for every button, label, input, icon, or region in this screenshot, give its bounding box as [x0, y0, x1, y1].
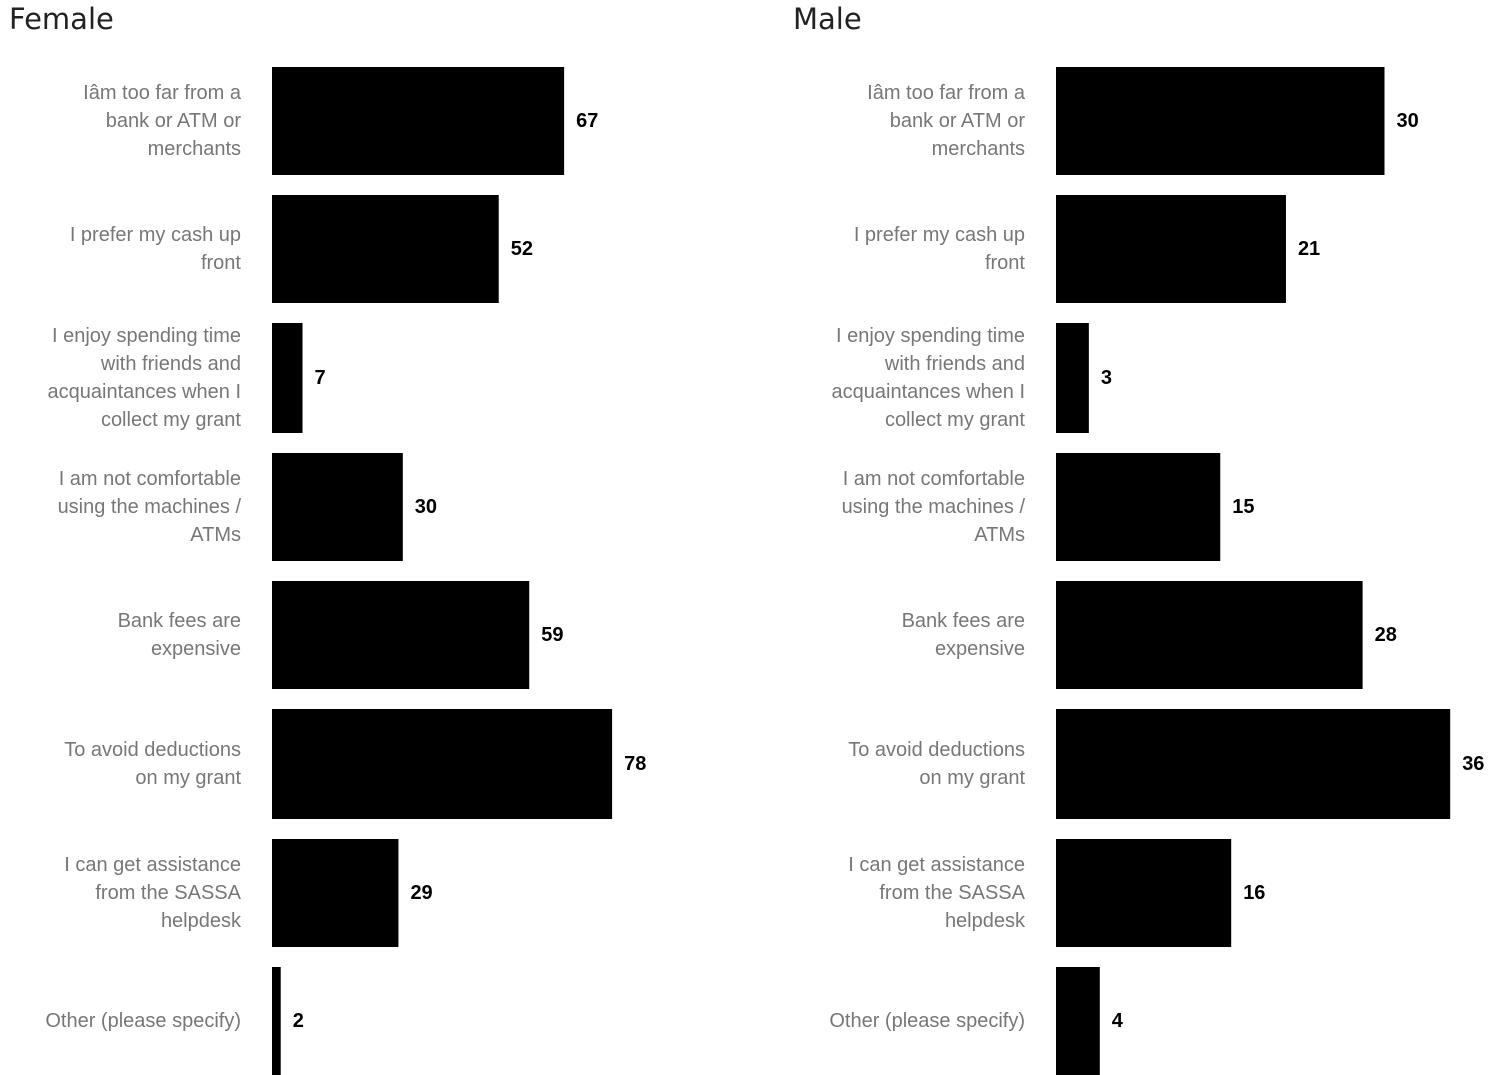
category-label: I prefer my cash up front	[854, 224, 1026, 274]
category-label: Bank fees are expensive	[118, 610, 241, 660]
category-label-line: acquaintances when I	[832, 381, 1025, 403]
category-label-line: Bank fees are	[902, 610, 1025, 632]
bar	[272, 839, 399, 947]
category-label: Iâm too far from a bank or ATM or merchant…	[83, 82, 242, 160]
category-label: I am not comfortable using the machines /…	[842, 468, 1026, 546]
female-bar-chart: 67 Iâm too far from a bank or ATM or mercha…	[45, 67, 646, 1075]
value-label: 16	[1243, 882, 1265, 904]
category-label-line: merchants	[932, 138, 1025, 160]
bar	[272, 709, 613, 819]
category-label-line: I can get assistance	[64, 854, 241, 876]
bar	[1056, 581, 1363, 689]
category-label-line: front	[201, 252, 241, 274]
bar	[272, 967, 281, 1075]
category-label-line: Iâm too far from a	[867, 82, 1026, 104]
category-label-line: on my grant	[135, 767, 241, 789]
category-label: To avoid deductions on my grant	[64, 739, 241, 789]
category-label-line: ATMs	[974, 524, 1025, 546]
category-label: I am not comfortable using the machines /…	[58, 468, 242, 546]
category-label-line: I can get assistance	[848, 854, 1025, 876]
value-label: 30	[415, 496, 437, 518]
category-label: I can get assistance from the SASSA helpde…	[848, 854, 1026, 932]
category-label-line: collect my grant	[885, 409, 1025, 431]
category-label: Iâm too far from a bank or ATM or merchant…	[867, 82, 1026, 160]
category-label-line: I prefer my cash up	[854, 224, 1025, 246]
category-label-line: bank or ATM or	[890, 110, 1026, 132]
male-bar-chart: 30 Iâm too far from a bank or ATM or mercha…	[829, 67, 1484, 1075]
value-label: 78	[624, 753, 646, 775]
bar	[1056, 67, 1385, 175]
category-label: Bank fees are expensive	[902, 610, 1025, 660]
category-label-line: helpdesk	[945, 910, 1026, 932]
value-label: 36	[1462, 753, 1484, 775]
category-label-line: Bank fees are	[118, 610, 241, 632]
category-label-line: with friends and	[100, 353, 241, 375]
category-label-line: To avoid deductions	[64, 739, 241, 761]
category-label-line: merchants	[148, 138, 241, 160]
category-label: To avoid deductions on my grant	[848, 739, 1025, 789]
value-label: 4	[1112, 1010, 1124, 1032]
category-label-line: collect my grant	[101, 409, 241, 431]
category-label-line: I enjoy spending time	[52, 325, 241, 347]
category-label: I enjoy spending time with friends and acq…	[48, 325, 242, 431]
category-label: I prefer my cash up front	[70, 224, 242, 274]
bar	[1056, 453, 1221, 561]
bar	[1056, 967, 1100, 1075]
bar	[1056, 323, 1089, 433]
bar	[272, 453, 403, 561]
category-label-line: using the machines /	[842, 496, 1026, 518]
category-label-line: Other (please specify)	[829, 1010, 1025, 1032]
category-label: I can get assistance from the SASSA helpde…	[64, 854, 242, 932]
value-label: 15	[1232, 496, 1254, 518]
value-label: 59	[541, 624, 563, 646]
category-label-line: helpdesk	[161, 910, 242, 932]
bar	[272, 323, 303, 433]
category-label-line: from the SASSA	[879, 882, 1025, 904]
category-label-line: I prefer my cash up	[70, 224, 241, 246]
value-label: 52	[511, 238, 533, 260]
category-label-line: Other (please specify)	[45, 1010, 241, 1032]
category-label-line: front	[985, 252, 1025, 274]
category-label-line: bank or ATM or	[106, 110, 242, 132]
category-label-line: I am not comfortable	[59, 468, 241, 490]
category-label-line: with friends and	[884, 353, 1025, 375]
category-label-line: expensive	[151, 638, 241, 660]
chart-title: Female	[9, 2, 114, 36]
bar	[1056, 195, 1286, 303]
chart-title: Male	[793, 2, 862, 36]
bar	[272, 195, 499, 303]
category-label: I enjoy spending time with friends and acq…	[832, 325, 1026, 431]
category-label-line: on my grant	[919, 767, 1025, 789]
category-label-line: from the SASSA	[95, 882, 241, 904]
category-label: Other (please specify)	[829, 1010, 1025, 1032]
value-label: 28	[1375, 624, 1397, 646]
value-label: 29	[410, 882, 432, 904]
category-label: Other (please specify)	[45, 1010, 241, 1032]
bar	[1056, 839, 1232, 947]
category-label-line: ATMs	[190, 524, 241, 546]
male-chart-panel: Male 30 Iâm too far from a bank or ATM or m…	[784, 0, 1505, 1075]
category-label-line: To avoid deductions	[848, 739, 1025, 761]
value-label: 7	[315, 367, 326, 389]
category-label-line: using the machines /	[58, 496, 242, 518]
category-label-line: I enjoy spending time	[836, 325, 1025, 347]
value-label: 3	[1101, 367, 1112, 389]
bar	[272, 581, 530, 689]
category-label-line: Iâm too far from a	[83, 82, 242, 104]
value-label: 30	[1397, 110, 1419, 132]
category-label-line: I am not comfortable	[843, 468, 1025, 490]
category-label-line: expensive	[935, 638, 1025, 660]
value-label: 21	[1298, 238, 1320, 260]
bar	[272, 67, 565, 175]
category-label-line: acquaintances when I	[48, 381, 241, 403]
value-label: 2	[293, 1010, 304, 1032]
female-chart-panel: Female 67 Iâm too far from a bank or ATM o…	[0, 0, 752, 1075]
value-label: 67	[576, 110, 598, 132]
bar	[1056, 709, 1451, 819]
